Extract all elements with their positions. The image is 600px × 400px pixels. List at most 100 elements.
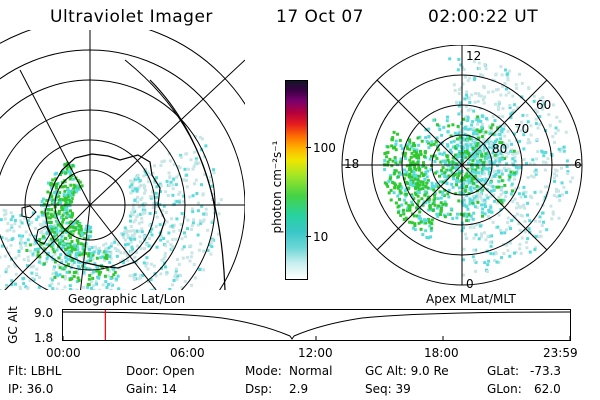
aurora-pixel	[470, 179, 474, 183]
aurora-pixel	[562, 149, 566, 153]
aurora-pixel	[61, 220, 65, 224]
aurora-pixel	[482, 172, 486, 176]
aurora-pixel	[103, 274, 107, 278]
aurora-pixel	[407, 175, 411, 179]
aurora-pixel	[489, 180, 493, 184]
aurora-pixel	[22, 276, 26, 280]
aurora-pixel	[176, 165, 180, 168]
aurora-pixel	[493, 199, 497, 203]
aurora-pixel	[97, 246, 101, 250]
aurora-pixel	[426, 195, 430, 199]
aurora-pixel	[447, 161, 451, 165]
aurora-pixel	[468, 100, 472, 104]
aurora-pixel	[471, 201, 475, 205]
aurora-pixel	[61, 239, 65, 243]
aurora-pixel	[481, 207, 485, 211]
aurora-pixel	[428, 224, 432, 228]
filter-info: Flt: LBHL	[8, 364, 62, 378]
aurora-pixel	[19, 239, 23, 243]
aurora-pixel	[475, 138, 478, 141]
aurora-pixel	[526, 237, 530, 241]
aurora-pixel	[60, 171, 64, 174]
aurora-pixel	[115, 248, 119, 252]
aurora-pixel	[451, 156, 455, 160]
aurora-pixel	[509, 184, 513, 188]
aurora-pixel	[491, 155, 495, 159]
aurora-pixel	[474, 198, 478, 202]
aurora-pixel	[154, 191, 158, 195]
aurora-pixel	[427, 127, 431, 131]
aurora-pixel	[0, 255, 2, 259]
aurora-pixel	[493, 153, 497, 157]
aurora-pixel	[129, 211, 133, 215]
aurora-pixel	[462, 196, 466, 200]
aurora-pixel	[480, 203, 484, 207]
aurora-pixel	[113, 247, 117, 250]
aurora-pixel	[500, 185, 504, 189]
aurora-pixel	[482, 139, 486, 143]
aurora-pixel	[461, 146, 465, 150]
aurora-pixel	[4, 285, 8, 289]
aurora-pixel	[132, 275, 136, 279]
aurora-pixel	[135, 229, 139, 233]
aurora-pixel	[37, 285, 41, 289]
aurora-pixel	[464, 174, 467, 178]
aurora-pixel	[418, 174, 422, 178]
aurora-pixel	[51, 178, 55, 182]
aurora-pixel	[478, 67, 482, 71]
aurora-pixel	[129, 219, 132, 223]
aurora-pixel	[162, 257, 166, 260]
aurora-pixel	[153, 181, 157, 185]
aurora-pixel	[475, 144, 479, 148]
aurora-pixel	[6, 222, 10, 225]
aurora-pixel	[535, 157, 539, 161]
aurora-pixel	[545, 185, 549, 189]
aurora-pixel	[462, 273, 466, 277]
aurora-pixel	[55, 189, 59, 193]
aurora-pixel	[538, 115, 542, 119]
aurora-pixel	[71, 233, 75, 237]
aurora-pixel	[172, 177, 176, 181]
aurora-pixel	[57, 256, 61, 260]
aurora-pixel	[465, 151, 469, 155]
aurora-pixel	[497, 185, 501, 189]
aurora-pixel	[479, 73, 483, 77]
aurora-pixel	[45, 242, 49, 246]
aurora-pixel	[446, 192, 450, 196]
aurora-pixel	[204, 213, 208, 217]
aurora-pixel	[438, 152, 442, 156]
aurora-pixel	[61, 208, 65, 212]
aurora-pixel	[479, 234, 483, 238]
aurora-pixel	[479, 159, 483, 162]
aurora-pixel	[185, 152, 189, 156]
aurora-pixel	[144, 172, 148, 176]
aurora-pixel	[140, 230, 144, 234]
aurora-pixel	[560, 193, 564, 197]
aurora-pixel	[458, 149, 462, 153]
aurora-pixel	[143, 170, 147, 174]
aurora-pixel	[132, 234, 136, 238]
aurora-pixel	[497, 149, 501, 153]
aurora-pixel	[529, 194, 532, 198]
aurora-pixel	[500, 256, 503, 260]
aurora-pixel	[177, 263, 181, 266]
mlat-label-70: 70	[514, 122, 529, 136]
aurora-pixel	[70, 211, 74, 215]
aurora-pixel	[49, 216, 52, 220]
aurora-pixel	[142, 247, 146, 251]
aurora-pixel	[50, 194, 54, 198]
aurora-pixel	[464, 187, 468, 191]
aurora-pixel	[50, 202, 54, 206]
aurora-pixel	[477, 237, 481, 241]
aurora-pixel	[471, 169, 475, 173]
aurora-pixel	[531, 158, 535, 162]
aurora-pixel	[49, 277, 53, 281]
aurora-pixel	[411, 174, 415, 178]
aurora-pixel	[522, 147, 526, 151]
aurora-pixel	[28, 249, 32, 253]
aurora-pixel	[150, 233, 154, 237]
aurora-pixel	[463, 180, 467, 184]
aurora-pixel	[66, 161, 70, 165]
aurora-pixel	[480, 211, 484, 215]
aurora-pixel	[443, 188, 447, 192]
